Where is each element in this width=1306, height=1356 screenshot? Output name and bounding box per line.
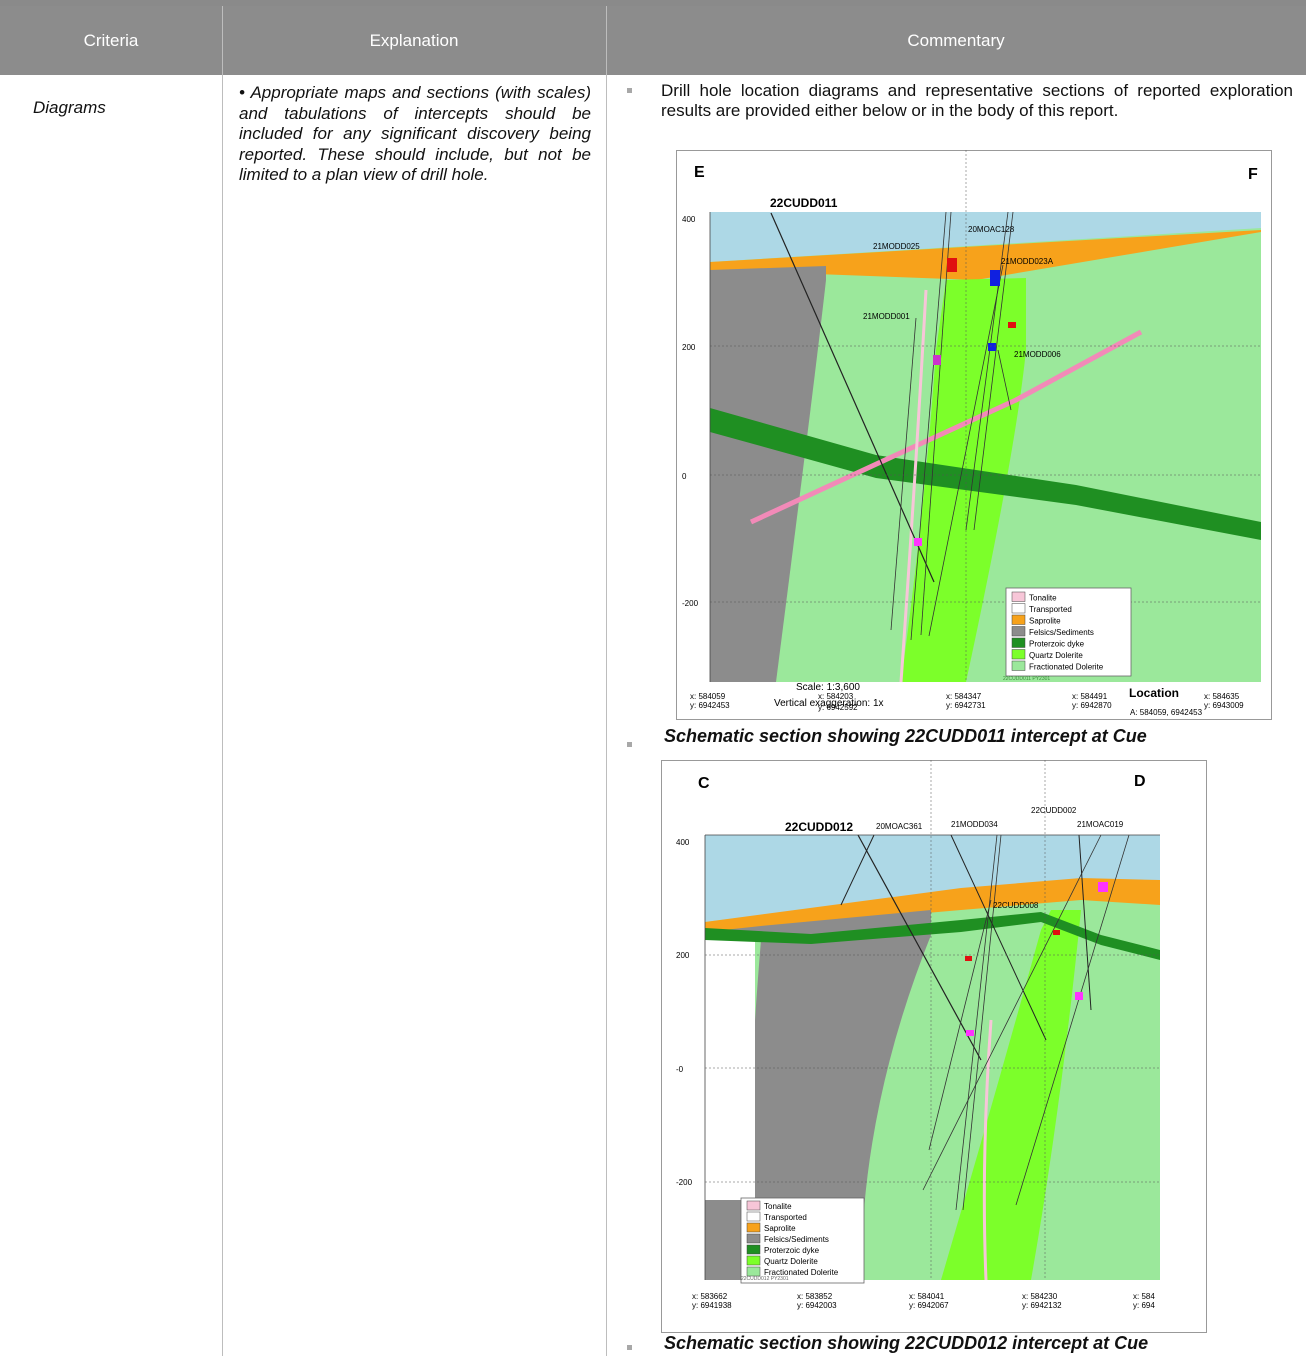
legend-swatch — [746, 1200, 761, 1211]
legend-label: Fractionated Dolerite — [764, 1268, 839, 1277]
hole-label: 22CUDD008 — [993, 901, 1039, 910]
y-coord-label: y: 6943009 — [1204, 701, 1244, 710]
section-figure-1: E F 22CUDD011 20MOAC128 21MODD025 21MODD… — [676, 150, 1272, 720]
section-left-label: E — [694, 164, 705, 181]
legend-label: Tonalite — [1029, 594, 1057, 603]
legend-label: Felsics/Sediments — [1029, 628, 1094, 637]
x-coord-label: x: 584 — [1133, 1292, 1155, 1301]
hole-label: 22CUDD002 — [1031, 806, 1077, 815]
section-left-label: C — [698, 775, 710, 792]
y-coord-label: y: 6942870 — [1072, 701, 1112, 710]
y-tick-label: 400 — [682, 215, 696, 224]
legend-2: Tonalite Transported Saprolite Felsics/Sedi… — [740, 1197, 865, 1284]
legend-label: Transported — [764, 1213, 807, 1222]
legend-swatch — [1011, 603, 1026, 614]
x-coord-label: x: 584230 — [1022, 1292, 1058, 1301]
legend-swatch — [1011, 591, 1026, 602]
footer-code: 22CUDD012 PY2301 — [741, 1276, 789, 1282]
y-tick-label: -200 — [682, 599, 699, 608]
hole-label: 21MODD023A — [1001, 257, 1054, 266]
y-tick-label: 200 — [676, 951, 690, 960]
legend-label: Saprolite — [1029, 617, 1061, 626]
legend-swatch — [746, 1211, 761, 1222]
y-coord-label: y: 6941938 — [692, 1301, 732, 1310]
target-hole-label: 22CUDD011 — [770, 196, 838, 210]
y-coord-label: y: 6942453 — [690, 701, 730, 710]
legend-label: Transported — [1029, 605, 1072, 614]
location-coordinate: A: 584059, 6942453 — [1130, 708, 1203, 717]
section-plot-1 — [709, 150, 1261, 683]
section-right-label: F — [1248, 166, 1258, 183]
column-divider — [606, 6, 607, 1356]
y-coord-label: y: 6942731 — [946, 701, 986, 710]
bullet-marker — [627, 1345, 632, 1350]
legend-swatch — [1011, 626, 1026, 637]
y-coord-label: y: 6942003 — [797, 1301, 837, 1310]
y-tick-label: 0 — [682, 472, 687, 481]
section-right-label: D — [1134, 773, 1146, 790]
legend-swatch — [1011, 660, 1026, 671]
legend-label: Saprolite — [764, 1224, 796, 1233]
column-divider — [222, 6, 223, 1356]
y-coord-label: y: 6942067 — [909, 1301, 949, 1310]
y-tick-label: 200 — [682, 343, 696, 352]
x-coord-label: x: 584635 — [1204, 692, 1240, 701]
x-coord-label: x: 584347 — [946, 692, 982, 701]
hole-label: 21MOAC019 — [1077, 820, 1124, 829]
figure-2-caption: Schematic section showing 22CUDD012 inte… — [664, 1333, 1149, 1353]
hole-label: 21MODD001 — [863, 312, 910, 321]
footer-code: 22CUDD011 PY2301 — [1003, 676, 1050, 682]
location-title: Location — [1129, 686, 1179, 700]
top-rule — [0, 0, 1306, 6]
target-hole-label: 22CUDD012 — [785, 820, 853, 834]
hole-label: 20MOAC361 — [876, 822, 923, 831]
y-coord-label: y: 694 — [1133, 1301, 1155, 1310]
commentary-text: Drill hole location diagrams and represe… — [661, 81, 1293, 120]
legend-swatch — [746, 1222, 761, 1233]
scale-label: Scale: 1:3,600 — [796, 682, 860, 693]
y-coord-label: y: 6942592 — [818, 703, 858, 712]
y-tick-label: -200 — [676, 1178, 693, 1187]
x-coord-label: x: 583662 — [692, 1292, 728, 1301]
legend-label: Proterzoic dyke — [1029, 640, 1085, 649]
header-criteria: Criteria — [83, 30, 139, 50]
legend-label: Felsics/Sediments — [764, 1235, 829, 1244]
section-figure-2: C D 22CUDD012 20MOAC361 21MODD034 22CUDD… — [661, 760, 1207, 1333]
header-commentary: Commentary — [907, 30, 1005, 50]
hole-label: 20MOAC128 — [968, 225, 1015, 234]
x-coord-label: x: 584491 — [1072, 692, 1108, 701]
hole-label: 21MODD025 — [873, 242, 920, 251]
explanation-cell: • Appropriate maps and sections (with sc… — [239, 83, 591, 184]
legend-label: Fractionated Dolerite — [1029, 663, 1104, 672]
bullet-marker — [627, 742, 632, 747]
y-tick-label: 400 — [676, 838, 690, 847]
legend-swatch — [746, 1233, 761, 1244]
hole-label: 21MODD006 — [1014, 350, 1061, 359]
y-coord-label: y: 6942132 — [1022, 1301, 1062, 1310]
legend-swatch — [746, 1255, 761, 1266]
x-coord-label: x: 584203 — [818, 692, 854, 701]
figure-1-caption: Schematic section showing 22CUDD011 inte… — [664, 726, 1147, 746]
legend-1: Tonalite Transported Saprolite Felsics/Sedi… — [1005, 587, 1132, 677]
legend-label: Tonalite — [764, 1202, 792, 1211]
hole-label: 21MODD034 — [951, 820, 998, 829]
y-tick-label: -0 — [676, 1065, 684, 1074]
legend-label: Quartz Dolerite — [764, 1257, 818, 1266]
legend-label: Proterzoic dyke — [764, 1246, 820, 1255]
legend-swatch — [746, 1266, 761, 1277]
legend-swatch — [746, 1244, 761, 1255]
x-coord-label: x: 583852 — [797, 1292, 833, 1301]
legend-swatch — [1011, 614, 1026, 625]
x-coord-label: x: 584041 — [909, 1292, 945, 1301]
legend-swatch — [1011, 649, 1026, 660]
bullet-marker — [627, 88, 632, 93]
table-header: Criteria Explanation Commentary — [0, 6, 1306, 75]
legend-label: Quartz Dolerite — [1029, 651, 1083, 660]
criteria-cell: Diagrams — [33, 98, 106, 117]
x-coord-label: x: 584059 — [690, 692, 726, 701]
vertical-exaggeration-label: Vertical exaggeration: 1x — [774, 698, 884, 709]
legend-swatch — [1011, 637, 1026, 648]
header-explanation: Explanation — [369, 30, 459, 50]
